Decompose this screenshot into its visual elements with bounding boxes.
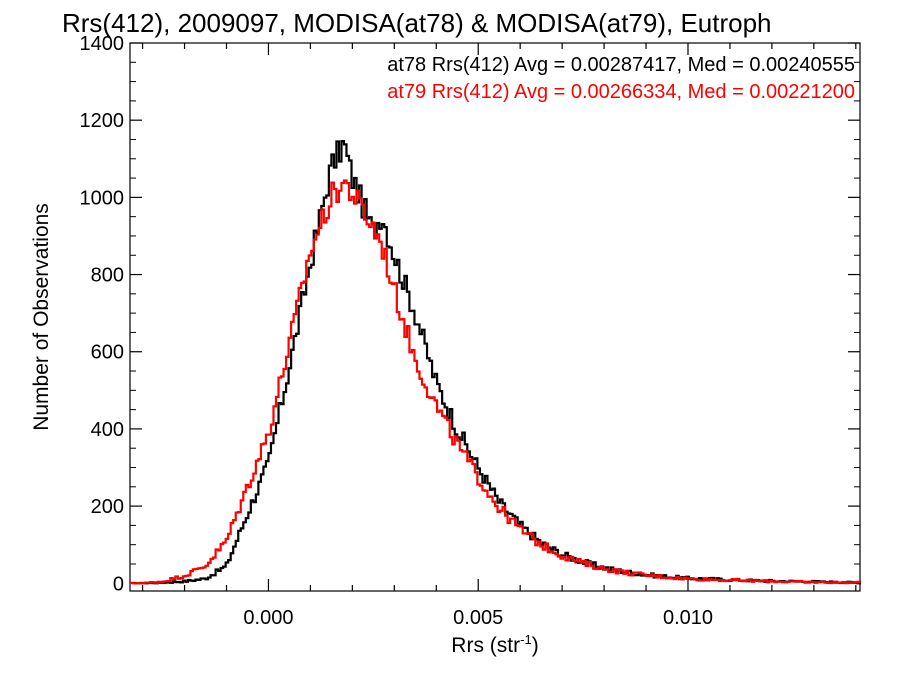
x-tick-label: 0.000 <box>243 607 293 629</box>
x-axis-label-superscript: -1 <box>520 632 532 647</box>
chart-title: Rrs(412), 2009097, MODISA(at78) & MODISA… <box>62 8 772 38</box>
y-tick-label: 1200 <box>80 110 125 132</box>
y-tick-label: 1000 <box>80 187 125 209</box>
y-tick-label: 1400 <box>80 33 125 55</box>
series-line-at78 <box>130 140 862 585</box>
series-group <box>130 140 862 585</box>
x-tick-label: 0.010 <box>663 607 713 629</box>
x-axis-label: Rrs (str-1) <box>451 632 538 657</box>
series-line-at79 <box>130 179 862 585</box>
x-axis-label-base: Rrs (str <box>451 634 520 657</box>
series-stats-at79: at79 Rrs(412) Avg = 0.00266334, Med = 0.… <box>387 81 855 103</box>
x-tick-label: 0.005 <box>453 607 503 629</box>
y-tick-label: 0 <box>113 573 124 595</box>
y-tick-label: 600 <box>91 342 124 364</box>
series-stats-at78: at78 Rrs(412) Avg = 0.00287417, Med = 0.… <box>387 54 855 76</box>
y-tick-label: 400 <box>91 419 124 441</box>
plot-frame <box>129 42 861 592</box>
y-axis-label: Number of Observations <box>30 203 53 431</box>
axis-ticks <box>130 42 860 591</box>
axis-tick-labels: 0 200 400 600 800 1000 1200 1400 0.000 0.005 0.010 <box>80 33 714 629</box>
y-tick-label: 200 <box>91 496 124 518</box>
y-tick-label: 800 <box>91 265 124 287</box>
x-axis-label-close: ) <box>532 634 539 657</box>
